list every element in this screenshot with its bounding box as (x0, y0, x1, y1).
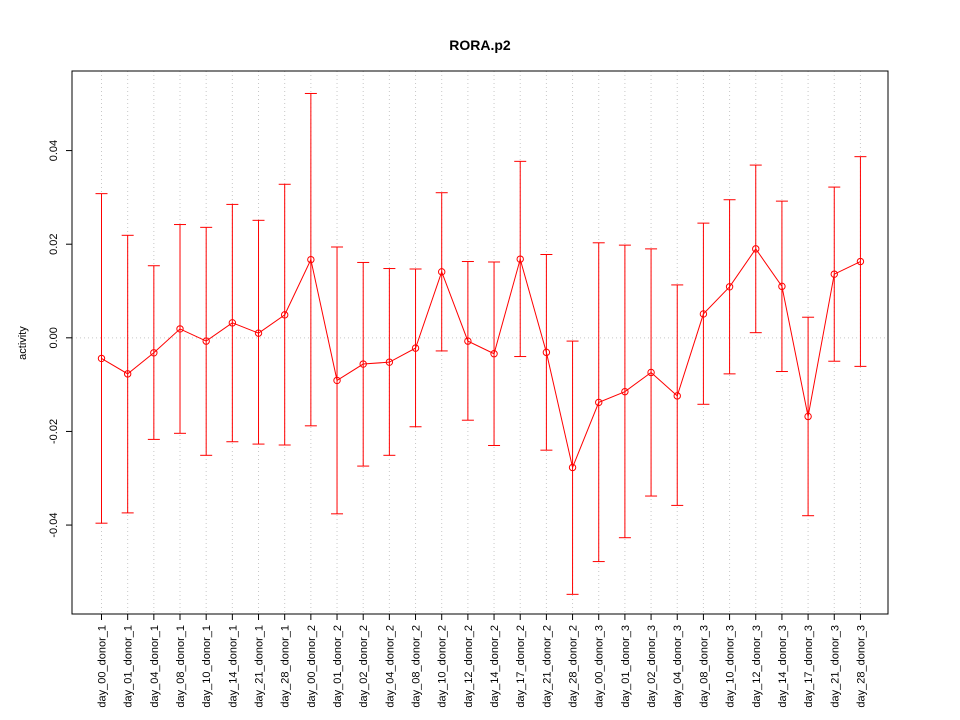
data-point (228, 319, 237, 327)
x-tick-label: day_14_donor_2 (489, 625, 501, 708)
x-tick-label: day_17_donor_3 (803, 625, 815, 708)
x-tick-label: day_02_donor_3 (646, 625, 658, 708)
data-point (280, 311, 289, 319)
data-point (647, 368, 655, 377)
data-point (699, 310, 708, 318)
data-point (176, 325, 184, 333)
data-point (752, 245, 760, 253)
x-tick-label: day_21_donor_1 (254, 625, 266, 708)
x-tick-label: day_28_donor_1 (280, 625, 292, 708)
x-axis: day_00_donor_1 day_01_donor_1 day_04_donor… (97, 614, 867, 708)
x-tick-label: day_14_donor_3 (777, 625, 789, 708)
x-tick-label: day_10_donor_3 (725, 625, 737, 708)
x-tick-label: day_04_donor_2 (384, 625, 396, 708)
x-tick-label: day_00_donor_3 (594, 625, 606, 708)
data-point (97, 354, 106, 363)
x-tick-label: day_10_donor_2 (437, 625, 449, 708)
x-tick-label: day_00_donor_1 (97, 625, 109, 708)
plot-frame (71, 70, 889, 615)
x-tick-label: day_08_donor_2 (411, 625, 423, 708)
data-point (778, 282, 786, 291)
x-tick-label: day_04_donor_3 (672, 625, 684, 708)
data-point (490, 350, 498, 358)
error-bars (95, 92, 867, 595)
y-tick-label: -0.04 (48, 513, 60, 538)
x-tick-label: day_12_donor_3 (751, 625, 763, 708)
data-point (464, 337, 472, 345)
chart-title: RORA.p2 (449, 37, 511, 53)
data-point (123, 370, 132, 378)
data-point (568, 463, 577, 472)
x-tick-label: day_28_donor_2 (568, 625, 580, 708)
data-point (830, 270, 838, 278)
data-point (542, 348, 551, 357)
series-line (101, 248, 861, 470)
data-point (595, 398, 603, 407)
x-tick-label: day_02_donor_2 (358, 625, 370, 708)
x-tick-label: day_08_donor_1 (175, 625, 187, 708)
x-tick-label: day_00_donor_2 (306, 625, 318, 708)
x-tick-label: day_12_donor_2 (463, 625, 475, 708)
data-point (438, 268, 446, 276)
data-point (359, 360, 367, 368)
data-point (856, 257, 865, 266)
x-tick-label: day_21_donor_3 (829, 625, 841, 708)
x-tick-label: day_21_donor_2 (541, 625, 553, 708)
x-tick-label: day_01_donor_2 (332, 625, 344, 708)
y-tick-label: 0.00 (48, 327, 60, 348)
data-point (673, 392, 681, 400)
data-point (725, 283, 734, 291)
x-tick-label: day_14_donor_1 (227, 625, 239, 708)
x-tick-label: day_17_donor_2 (515, 625, 527, 708)
data-point (150, 349, 158, 357)
y-tick-label: 0.04 (48, 140, 60, 161)
x-tick-label: day_04_donor_1 (149, 625, 161, 708)
grid (72, 71, 888, 614)
data-point (411, 344, 420, 352)
x-tick-label: day_08_donor_3 (698, 625, 710, 708)
y-tick-label: -0.02 (48, 419, 60, 444)
data-point (804, 412, 812, 421)
x-tick-label: day_10_donor_1 (201, 625, 213, 708)
data-point (254, 329, 263, 337)
y-tick-label: 0.02 (48, 233, 60, 254)
data-point (385, 358, 394, 366)
x-tick-label: day_01_donor_1 (123, 625, 135, 708)
series-line-group (101, 248, 861, 470)
y-axis-label: activity (17, 326, 29, 360)
data-point (307, 255, 315, 264)
data-point (516, 255, 524, 263)
data-point (333, 376, 341, 385)
data-points (97, 245, 865, 472)
y-axis: -0.04 -0.02 0.00 0.02 0.04 (48, 140, 72, 538)
data-point (621, 387, 629, 396)
x-tick-label: day_01_donor_3 (620, 625, 632, 708)
x-tick-label: day_28_donor_3 (855, 625, 867, 708)
data-point (202, 337, 210, 345)
